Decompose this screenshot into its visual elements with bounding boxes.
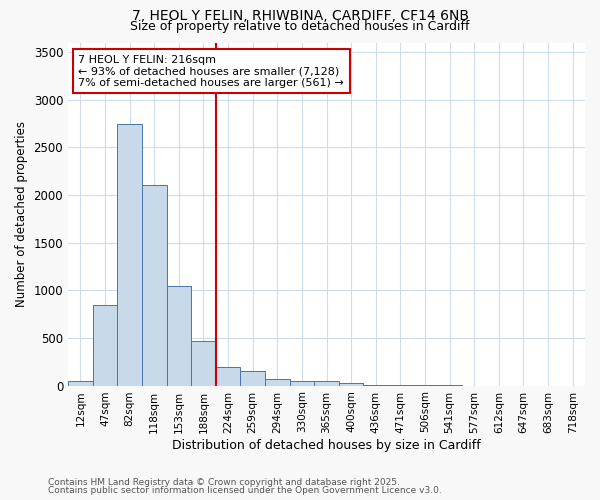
Text: 7 HEOL Y FELIN: 216sqm
← 93% of detached houses are smaller (7,128)
7% of semi-d: 7 HEOL Y FELIN: 216sqm ← 93% of detached… [79, 54, 344, 88]
Text: Contains HM Land Registry data © Crown copyright and database right 2025.: Contains HM Land Registry data © Crown c… [48, 478, 400, 487]
Text: 7, HEOL Y FELIN, RHIWBINA, CARDIFF, CF14 6NB: 7, HEOL Y FELIN, RHIWBINA, CARDIFF, CF14… [131, 9, 469, 23]
Bar [339, 382, 364, 386]
Bar [241, 372, 265, 386]
Bar [290, 381, 314, 386]
X-axis label: Distribution of detached houses by size in Cardiff: Distribution of detached houses by size … [172, 440, 481, 452]
Bar [167, 286, 191, 386]
Bar [216, 366, 241, 386]
Text: Contains public sector information licensed under the Open Government Licence v3: Contains public sector information licen… [48, 486, 442, 495]
Y-axis label: Number of detached properties: Number of detached properties [15, 121, 28, 307]
Bar [117, 124, 142, 386]
Bar [92, 304, 117, 386]
Bar [142, 186, 167, 386]
Bar [314, 381, 339, 386]
Bar [364, 384, 388, 386]
Text: Size of property relative to detached houses in Cardiff: Size of property relative to detached ho… [130, 20, 470, 33]
Bar [68, 381, 92, 386]
Bar [191, 341, 216, 386]
Bar [265, 379, 290, 386]
